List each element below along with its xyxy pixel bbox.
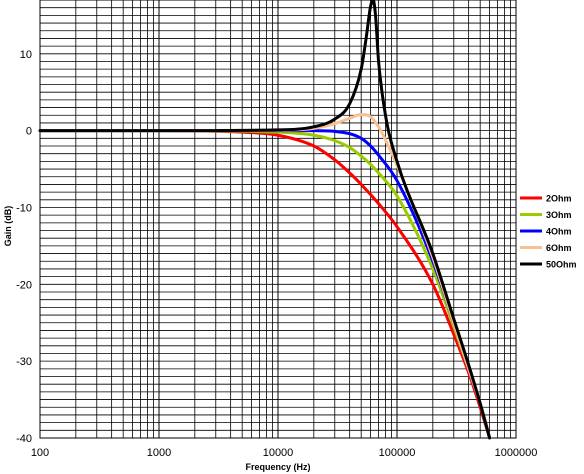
x-tick-label: 10000	[263, 447, 294, 459]
x-axis-title: Frequency (Hz)	[245, 462, 310, 472]
y-tick-label: -10	[16, 202, 32, 214]
x-tick-label: 100	[31, 447, 49, 459]
x-tick-label: 1000000	[495, 447, 538, 459]
plot-grid	[39, 0, 516, 439]
legend-label-6ohm: 6Ohm	[546, 243, 572, 253]
x-tick-label: 1000	[147, 447, 171, 459]
legend-label-3ohm: 3Ohm	[546, 210, 572, 220]
legend-label-50ohm: 50Ohm	[546, 260, 577, 270]
legend-label-2ohm: 2Ohm	[546, 194, 572, 204]
y-tick-label: -40	[16, 433, 32, 445]
y-tick-label: -30	[16, 356, 32, 368]
y-tick-label: 10	[20, 49, 32, 61]
legend-label-4ohm: 4Ohm	[546, 227, 572, 237]
y-axis-title: Gain (dB)	[3, 206, 13, 247]
x-tick-label: 100000	[379, 447, 416, 459]
y-tick-label: 0	[26, 126, 32, 138]
series-lines	[38, 0, 492, 440]
legend: 2Ohm 3Ohm 4Ohm 6Ohm 50Ohm	[520, 194, 577, 270]
plot-frame	[39, 0, 517, 439]
y-tick-label: -20	[16, 279, 32, 291]
series-line-50ohm	[38, 0, 492, 440]
